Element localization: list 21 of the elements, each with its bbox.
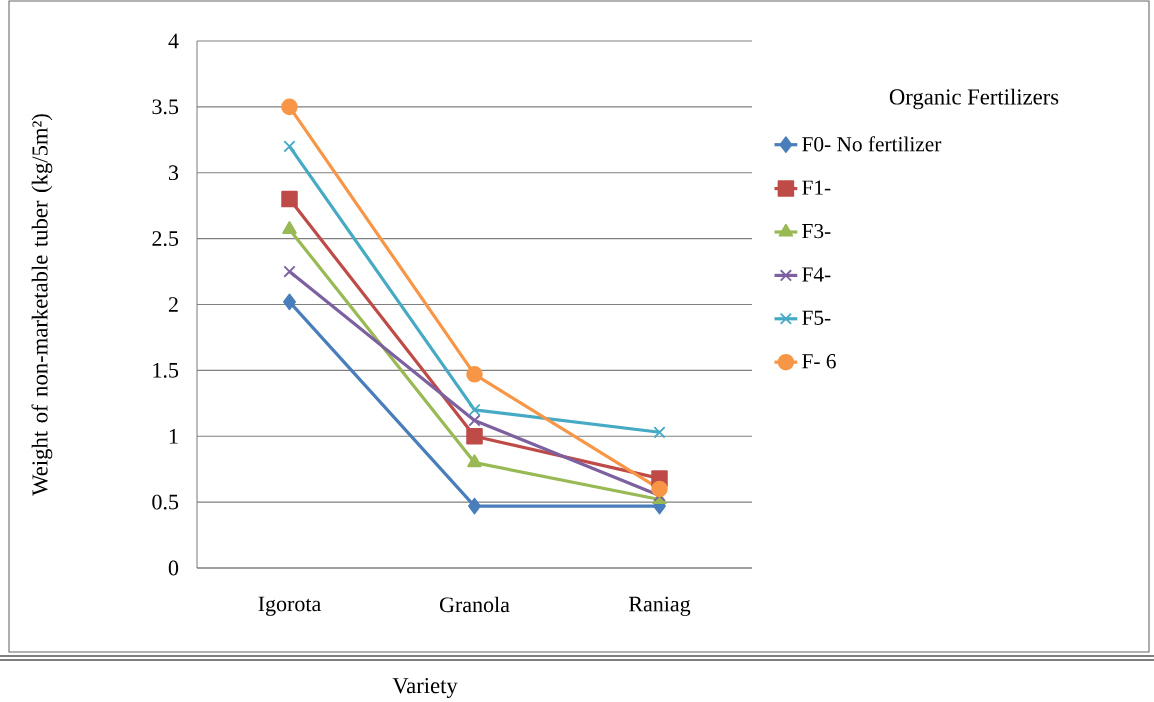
y-tick-label: 0	[168, 560, 179, 576]
legend-label: F5-	[802, 310, 831, 325]
legend-label: F1-	[802, 180, 831, 195]
y-tick-label: 2.5	[152, 231, 179, 247]
x-axis-title: Variety	[392, 678, 458, 698]
y-tick-label: 3.5	[152, 99, 179, 115]
x-tick-label: Granola	[439, 596, 510, 613]
y-tick-label: 2	[168, 297, 178, 312]
y-tick-label: 4	[168, 33, 179, 49]
legend-label: F- 6	[802, 354, 836, 369]
y-tick-label: 0.5	[152, 494, 179, 510]
y-tick-label: 1	[169, 428, 178, 444]
x-tick-label: Raniag	[628, 596, 691, 617]
legend-label: F4-	[802, 267, 831, 282]
y-axis-title: Weight of non-marketable tuber (kg/5m²)	[31, 114, 53, 496]
y-tick-label: 1.5	[153, 362, 179, 378]
x-tick-label: Igorota	[258, 596, 321, 616]
legend-label: F3-	[802, 223, 831, 239]
legend-title: Organic Fertilizers	[889, 88, 1059, 110]
y-tick-label: 3	[169, 165, 179, 181]
legend-label: F0- No fertilizer	[802, 136, 942, 152]
